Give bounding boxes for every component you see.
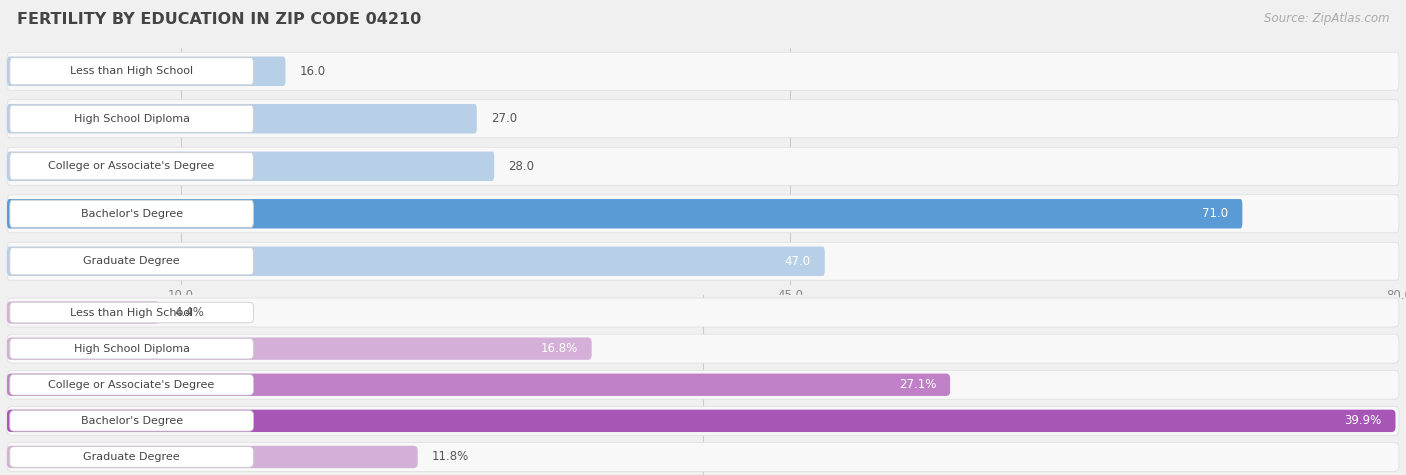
FancyBboxPatch shape bbox=[7, 301, 160, 324]
Text: 16.8%: 16.8% bbox=[540, 342, 578, 355]
FancyBboxPatch shape bbox=[10, 446, 253, 467]
FancyBboxPatch shape bbox=[10, 247, 253, 275]
Text: College or Associate's Degree: College or Associate's Degree bbox=[48, 380, 215, 390]
FancyBboxPatch shape bbox=[7, 195, 1399, 233]
Text: Bachelor's Degree: Bachelor's Degree bbox=[80, 209, 183, 219]
FancyBboxPatch shape bbox=[10, 105, 253, 133]
Text: 27.0: 27.0 bbox=[491, 112, 517, 125]
FancyBboxPatch shape bbox=[7, 409, 1396, 432]
FancyBboxPatch shape bbox=[7, 370, 1399, 399]
Text: Less than High School: Less than High School bbox=[70, 66, 193, 76]
FancyBboxPatch shape bbox=[10, 374, 253, 395]
Text: Bachelor's Degree: Bachelor's Degree bbox=[80, 416, 183, 426]
Text: 28.0: 28.0 bbox=[508, 160, 534, 173]
Text: 16.0: 16.0 bbox=[299, 65, 325, 78]
FancyBboxPatch shape bbox=[10, 338, 253, 359]
FancyBboxPatch shape bbox=[7, 247, 825, 276]
FancyBboxPatch shape bbox=[7, 373, 950, 396]
Text: FERTILITY BY EDUCATION IN ZIP CODE 04210: FERTILITY BY EDUCATION IN ZIP CODE 04210 bbox=[17, 12, 422, 27]
FancyBboxPatch shape bbox=[10, 410, 253, 431]
Text: Source: ZipAtlas.com: Source: ZipAtlas.com bbox=[1264, 12, 1389, 25]
Text: 71.0: 71.0 bbox=[1202, 207, 1229, 220]
FancyBboxPatch shape bbox=[7, 446, 418, 468]
Text: High School Diploma: High School Diploma bbox=[73, 114, 190, 124]
Text: 47.0: 47.0 bbox=[785, 255, 811, 268]
FancyBboxPatch shape bbox=[10, 302, 253, 323]
FancyBboxPatch shape bbox=[7, 57, 285, 86]
FancyBboxPatch shape bbox=[7, 443, 1399, 471]
FancyBboxPatch shape bbox=[10, 57, 253, 85]
FancyBboxPatch shape bbox=[7, 407, 1399, 435]
FancyBboxPatch shape bbox=[7, 100, 1399, 138]
Text: 11.8%: 11.8% bbox=[432, 450, 468, 464]
FancyBboxPatch shape bbox=[7, 298, 1399, 327]
FancyBboxPatch shape bbox=[7, 337, 592, 360]
FancyBboxPatch shape bbox=[7, 199, 1243, 228]
FancyBboxPatch shape bbox=[10, 152, 253, 180]
Text: 39.9%: 39.9% bbox=[1344, 414, 1382, 428]
FancyBboxPatch shape bbox=[7, 334, 1399, 363]
Text: 27.1%: 27.1% bbox=[898, 378, 936, 391]
Text: Graduate Degree: Graduate Degree bbox=[83, 452, 180, 462]
Text: Graduate Degree: Graduate Degree bbox=[83, 256, 180, 266]
Text: College or Associate's Degree: College or Associate's Degree bbox=[48, 161, 215, 171]
Text: Less than High School: Less than High School bbox=[70, 307, 193, 318]
FancyBboxPatch shape bbox=[7, 242, 1399, 280]
FancyBboxPatch shape bbox=[7, 152, 495, 181]
Text: High School Diploma: High School Diploma bbox=[73, 343, 190, 354]
FancyBboxPatch shape bbox=[7, 104, 477, 133]
FancyBboxPatch shape bbox=[10, 200, 253, 228]
FancyBboxPatch shape bbox=[7, 147, 1399, 185]
FancyBboxPatch shape bbox=[7, 52, 1399, 90]
Text: 4.4%: 4.4% bbox=[174, 306, 204, 319]
